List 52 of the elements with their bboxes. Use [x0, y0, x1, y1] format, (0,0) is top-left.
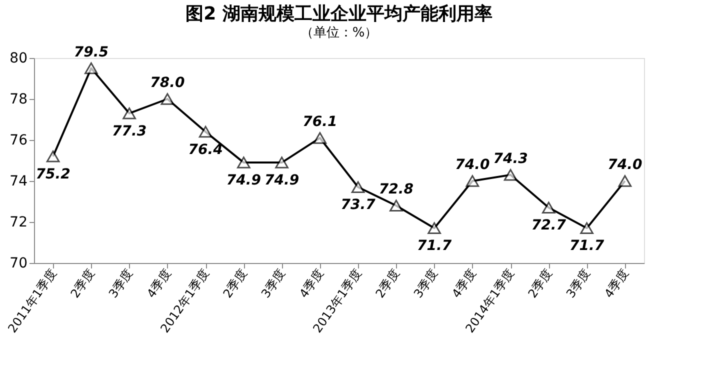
text: 76.1	[302, 114, 338, 130]
x-tick-label: 4季度	[144, 266, 174, 300]
chart-subtitle: （单位：%）	[300, 25, 378, 40]
chart-title: 图2 湖南规模工业企业平均产能利用率	[186, 3, 492, 24]
point	[542, 202, 556, 214]
point	[84, 62, 98, 74]
point	[160, 93, 174, 105]
x-tick-label: 3季度	[410, 266, 441, 300]
point	[237, 156, 250, 168]
point	[390, 200, 403, 212]
text: 74.3	[493, 150, 528, 167]
text: 74.9	[226, 172, 261, 189]
text: 74.0	[455, 157, 490, 173]
x-tick-label: 4季度	[449, 266, 479, 300]
y-tick-label: 70	[10, 256, 28, 272]
text: 78.0	[150, 75, 185, 91]
text: 73.7	[340, 197, 376, 214]
point	[466, 175, 480, 187]
text: 75.2	[36, 166, 70, 182]
x-tick-label: 2季度	[68, 266, 98, 300]
text: 72.8	[378, 182, 414, 198]
y-tick-label: 78	[10, 92, 28, 108]
x-tick-label: 3季度	[563, 266, 594, 300]
point	[198, 126, 212, 138]
y-tick-label: 80	[10, 50, 28, 66]
point	[504, 168, 518, 181]
x-tick-label: 3季度	[258, 266, 288, 300]
point	[122, 107, 136, 120]
x-tick-label: 2季度	[372, 266, 402, 300]
text: 76.4	[188, 142, 223, 158]
text: 79.5	[74, 44, 108, 60]
y-tick-label: 72	[10, 214, 28, 230]
text: 74.0	[608, 157, 642, 173]
x-tick-label: 2季度	[525, 266, 555, 300]
text: 74.9	[264, 172, 300, 189]
text: 77.3	[112, 123, 147, 140]
point	[580, 222, 594, 234]
point	[275, 156, 288, 168]
x-tick-label: 2季度	[220, 266, 250, 300]
point	[46, 150, 60, 162]
text: 71.7	[570, 238, 604, 254]
y-tick-label: 74	[10, 174, 28, 190]
point	[351, 181, 365, 194]
point	[618, 175, 632, 187]
y-tick-label: 76	[10, 132, 28, 148]
x-tick-label: 4季度	[602, 266, 632, 300]
x-tick-label: 4季度	[296, 266, 326, 300]
x-tick-label: 3季度	[106, 266, 136, 300]
text: 72.7	[531, 218, 566, 234]
text: 71.7	[417, 238, 452, 254]
point	[428, 222, 441, 234]
point	[313, 132, 327, 144]
